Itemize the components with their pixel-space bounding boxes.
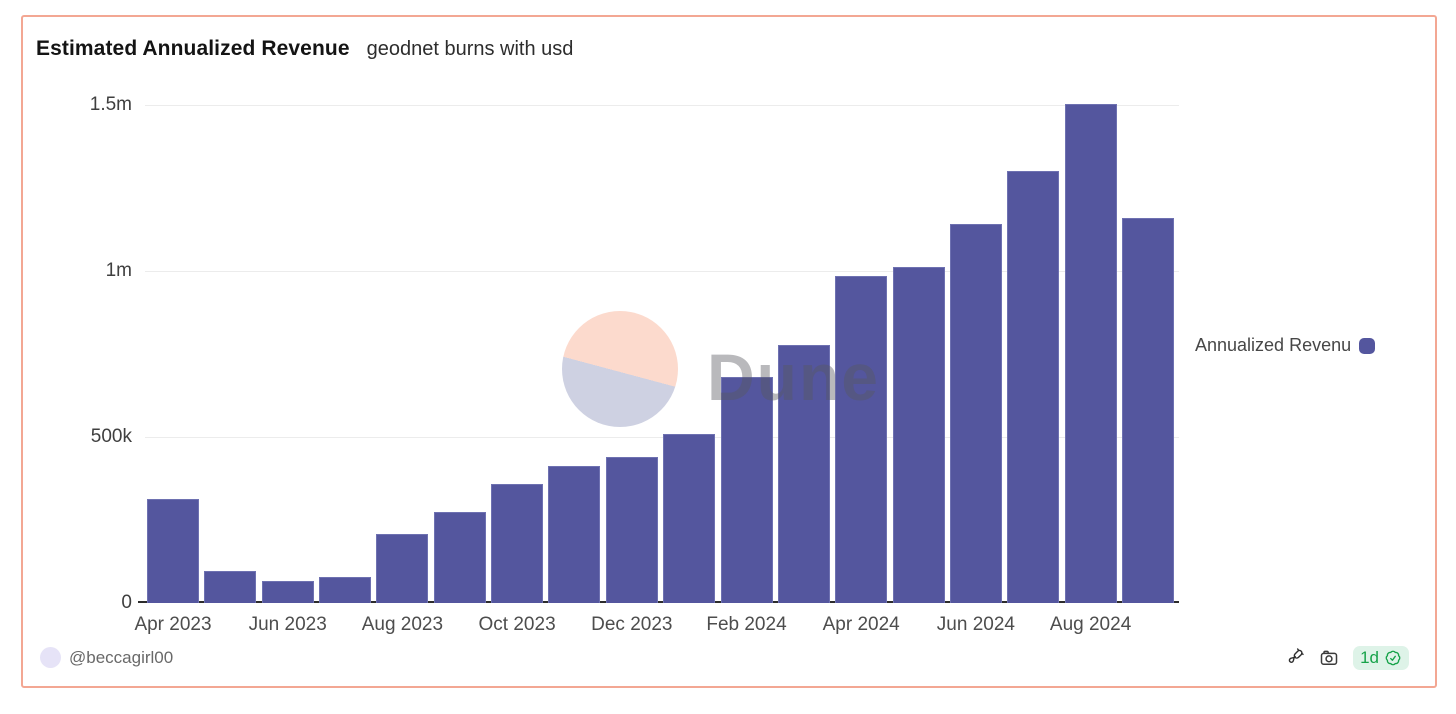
bar-feb-2024[interactable]	[721, 377, 773, 603]
x-axis-label: Apr 2024	[822, 614, 900, 635]
bar-jul-2024[interactable]	[1007, 171, 1059, 603]
bar-may-2023[interactable]	[204, 571, 256, 603]
legend-label: Annualized Revenu	[1195, 335, 1352, 355]
bar-jun-2024[interactable]	[950, 224, 1002, 603]
x-axis-label: Aug 2024	[1049, 614, 1132, 635]
x-axis-label: Dec 2023	[591, 614, 673, 635]
author-link[interactable]: @beccagirl00	[40, 647, 173, 668]
bar-mar-2024[interactable]	[778, 345, 830, 603]
gridline	[145, 105, 1179, 106]
bar-sep-2023[interactable]	[434, 512, 486, 603]
x-axis-label: Jun 2024	[936, 614, 1015, 635]
bar-aug-2023[interactable]	[376, 534, 428, 603]
y-axis-label: 1.5m	[89, 94, 132, 115]
verified-icon	[1385, 650, 1401, 666]
y-axis-label: 1m	[105, 260, 132, 281]
x-axis-line	[138, 601, 1179, 603]
bar-series	[147, 104, 1175, 603]
y-axis-label: 500k	[90, 426, 132, 447]
bar-may-2024[interactable]	[893, 267, 945, 603]
screenshot-button[interactable]	[1318, 647, 1340, 669]
bar-nov-2023[interactable]	[548, 466, 600, 603]
bar-jan-2024[interactable]	[663, 434, 715, 603]
bar-apr-2024[interactable]	[835, 276, 887, 603]
gridline	[145, 271, 1179, 272]
bar-oct-2023[interactable]	[491, 484, 543, 603]
x-axis-label: Aug 2023	[361, 614, 444, 635]
freshness-badge[interactable]: 1d	[1353, 646, 1409, 670]
bar-jul-2023[interactable]	[319, 577, 371, 603]
gridline	[145, 437, 1179, 438]
x-axis-label: Jun 2023	[248, 614, 327, 635]
freshness-label: 1d	[1360, 648, 1379, 667]
bar-dec-2023[interactable]	[606, 457, 658, 603]
footer-actions: 1d	[1283, 646, 1409, 670]
legend-item[interactable]: Annualized Revenu	[1195, 335, 1403, 356]
bar-aug-2024[interactable]	[1065, 104, 1117, 603]
x-axis-label: Feb 2024	[706, 614, 787, 635]
plug-icon	[1288, 648, 1304, 663]
page-title: Estimated Annualized Revenue	[36, 37, 350, 60]
x-axis-label: Apr 2023	[134, 614, 212, 635]
legend-swatch-icon	[1359, 337, 1376, 354]
chart-header: Estimated Annualized Revenue geodnet bur…	[36, 37, 573, 61]
bar-jun-2023[interactable]	[262, 581, 314, 603]
camera-icon	[1320, 650, 1338, 665]
bar-sep-2024[interactable]	[1122, 218, 1174, 603]
plot-area: 1.5m 1m 500k 0 Apr 2023 Jun 2023 Aug 2023 Oct 2…	[23, 17, 1435, 686]
author-handle: @beccagirl00	[69, 647, 174, 667]
x-axis-label: Oct 2023	[478, 614, 556, 635]
bar-apr-2023[interactable]	[147, 499, 199, 603]
avatar	[40, 647, 61, 668]
page-subtitle: geodnet burns with usd	[366, 38, 574, 60]
y-axis-label: 0	[121, 592, 132, 613]
plug-button[interactable]	[1283, 647, 1305, 669]
chart-card: Estimated Annualized Revenue geodnet bur…	[21, 15, 1437, 688]
